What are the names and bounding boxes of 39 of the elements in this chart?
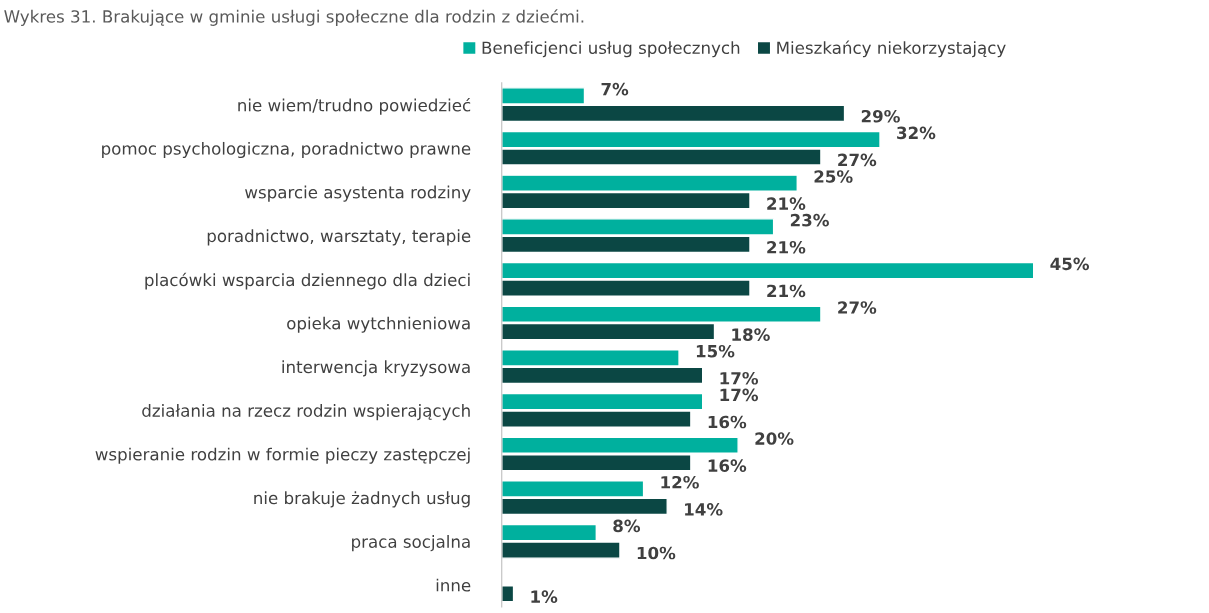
data-label: 23% <box>790 213 829 227</box>
data-label: 45% <box>1050 257 1090 271</box>
data-label: 7% <box>601 82 629 96</box>
y-tick-label: inne <box>436 578 471 592</box>
bar <box>501 585 515 603</box>
legend-label: Beneficjenci usług społecznych <box>482 41 740 58</box>
text: Wykres 31. Brakujące w gminie usługi społeczne dla rodzin z dziećmi. <box>4 9 584 26</box>
y-tick-label: opieka wytchnieniowa <box>287 316 470 333</box>
data-label: 21% <box>767 197 806 210</box>
data-label: 14% <box>685 503 723 516</box>
data-label: 10% <box>637 546 676 560</box>
legend-label: Mieszkańcy niekorzystający <box>777 40 1006 58</box>
y-tick-label: pomoc psychologiczna, poradnictwo prawne <box>102 141 471 159</box>
data-label: 16% <box>708 415 747 429</box>
data-label: 29% <box>861 109 900 123</box>
data-label: 32% <box>897 126 936 140</box>
data-label: 21% <box>767 240 806 254</box>
data-label: 1% <box>531 590 558 603</box>
data-label: 18% <box>732 328 770 341</box>
y-tick-label: interwencja kryzysowa <box>282 360 470 377</box>
data-label: 12% <box>661 475 699 489</box>
data-label: 20% <box>755 432 794 445</box>
data-label: 17% <box>720 388 759 402</box>
y-tick-label: praca socjalna <box>352 535 470 552</box>
y-tick-label: nie brakuje żadnych usług <box>254 491 470 508</box>
y-tick-label: nie wiem/trudno powiedzieć <box>238 97 471 115</box>
y-tick-label: wspieranie rodzin w formie pieczy zastępczej <box>95 447 470 464</box>
data-label: 8% <box>613 519 641 533</box>
y-tick-label: poradnictwo, warsztaty, terapie <box>207 229 471 246</box>
data-label: 21% <box>767 284 806 298</box>
data-label: 27% <box>838 153 877 167</box>
y-tick-label: działania na rzecz rodzin wspierających <box>142 403 470 421</box>
data-label: 16% <box>708 459 747 472</box>
y-tick-label: wsparcie asystenta rodziny <box>245 185 471 202</box>
data-label: 27% <box>838 301 877 314</box>
data-label: 17% <box>720 371 759 385</box>
data-label: 25% <box>814 170 853 183</box>
data-label: 15% <box>696 344 735 358</box>
y-tick-label: placówki wsparcia dziennego dla dzieci <box>145 272 470 290</box>
